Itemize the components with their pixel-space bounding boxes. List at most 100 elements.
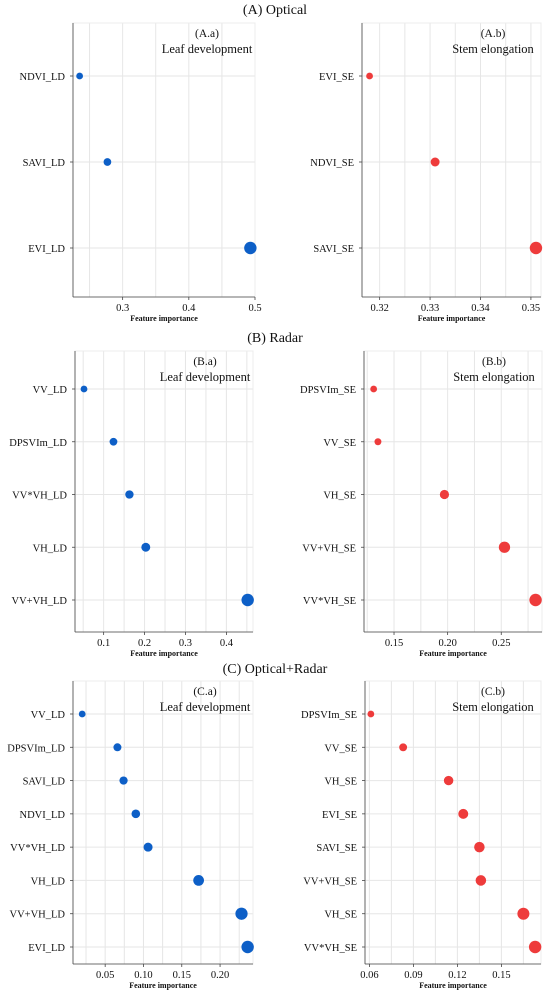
data-point xyxy=(370,385,378,393)
x-tick-label: 0.09 xyxy=(404,970,422,981)
x-tick-label: 0.33 xyxy=(421,303,439,314)
x-axis-label: Feature importance xyxy=(418,314,486,323)
y-tick-label: SAVI_LD xyxy=(23,777,66,788)
y-tick-label: EVI_LD xyxy=(28,943,65,954)
x-tick-label: 0.25 xyxy=(492,638,510,649)
y-tick-label: EVI_SE xyxy=(319,72,354,83)
data-point xyxy=(193,875,204,886)
data-point xyxy=(235,907,248,920)
section-title-optical: (A) Optical xyxy=(242,3,308,18)
y-tick-label: VV+VH_LD xyxy=(10,910,66,921)
x-axis-label: Feature importance xyxy=(419,981,487,990)
y-tick-label: VV*VH_LD xyxy=(10,843,65,854)
y-tick-label: NDVI_SE xyxy=(310,158,354,169)
data-point xyxy=(475,875,487,886)
data-point xyxy=(366,72,373,80)
x-tick-label: 0.05 xyxy=(96,970,114,981)
panel-tag: (C.a) xyxy=(193,686,216,698)
panel-tag: (B.b) xyxy=(482,356,506,368)
data-point xyxy=(430,157,440,167)
data-point xyxy=(498,541,511,553)
data-point xyxy=(529,241,543,255)
data-point xyxy=(143,842,153,852)
data-point xyxy=(399,743,408,752)
y-tick-label: SAVI_SE xyxy=(313,244,354,255)
x-tick-label: 0.2 xyxy=(138,638,151,649)
x-tick-label: 0.20 xyxy=(438,638,456,649)
x-tick-label: 0.32 xyxy=(370,303,388,314)
data-point xyxy=(241,593,254,607)
panel-title: Stem elongation xyxy=(452,700,534,714)
panel-tag: (C.b) xyxy=(481,686,505,698)
x-axis-label: Feature importance xyxy=(130,649,198,658)
x-tick-label: 0.35 xyxy=(522,303,540,314)
y-tick-label: SAVI_LD xyxy=(23,158,66,169)
panel-frame xyxy=(72,22,256,298)
panel-frame xyxy=(361,22,542,298)
panel-title: Stem elongation xyxy=(452,42,534,56)
y-tick-label: EVI_LD xyxy=(28,244,65,255)
y-tick-label: VH_SE xyxy=(323,491,356,502)
x-tick-label: 0.12 xyxy=(448,970,466,981)
y-tick-label: VH_SE xyxy=(324,777,357,788)
y-tick-label: VV*VH_SE xyxy=(303,596,356,607)
section-title-radar: (B) Radar xyxy=(247,331,303,346)
data-point xyxy=(125,490,134,499)
y-tick-label: NDVI_LD xyxy=(20,72,66,83)
data-point xyxy=(109,437,118,446)
y-tick-label: VH_LD xyxy=(33,543,68,554)
x-tick-label: 0.15 xyxy=(173,970,191,981)
data-point xyxy=(113,743,122,752)
x-tick-label: 0.10 xyxy=(134,970,152,981)
panel-title: Leaf development xyxy=(162,42,253,56)
y-tick-label: VV*VH_LD xyxy=(12,491,67,502)
y-tick-label: VH_SE xyxy=(324,910,357,921)
panel-tag: (B.a) xyxy=(193,356,216,368)
y-tick-label: VH_LD xyxy=(31,876,66,887)
y-tick-label: VV_SE xyxy=(324,743,357,754)
section-title-optical-radar: (C) Optical+Radar xyxy=(222,662,328,677)
data-point xyxy=(244,241,257,255)
y-tick-label: DPSVIm_LD xyxy=(7,743,65,754)
x-tick-label: 0.15 xyxy=(385,638,403,649)
y-tick-label: DPSVIm_SE xyxy=(300,385,356,396)
data-point xyxy=(78,710,86,718)
x-tick-label: 0.4 xyxy=(220,638,234,649)
y-tick-label: EVI_SE xyxy=(322,810,357,821)
data-point xyxy=(131,809,141,819)
data-point xyxy=(517,907,530,920)
y-tick-label: VV*VH_SE xyxy=(304,943,357,954)
data-point xyxy=(443,775,454,786)
panel-tag: (A.a) xyxy=(195,28,219,40)
x-tick-label: 0.1 xyxy=(97,638,110,649)
y-tick-label: SAVI_SE xyxy=(316,843,357,854)
x-tick-label: 0.34 xyxy=(471,303,490,314)
data-point xyxy=(103,158,112,166)
data-point xyxy=(528,940,542,954)
y-tick-label: VV_SE xyxy=(323,438,356,449)
x-tick-label: 0.06 xyxy=(360,970,378,981)
data-point xyxy=(439,489,450,500)
data-point xyxy=(458,808,469,819)
y-tick-label: NDVI_LD xyxy=(20,810,66,821)
y-tick-label: VV+VH_SE xyxy=(302,543,356,554)
data-point xyxy=(474,841,485,853)
data-point xyxy=(80,385,88,393)
panel-title: Leaf development xyxy=(160,370,251,384)
data-point xyxy=(367,710,375,718)
y-tick-label: DPSVIm_LD xyxy=(9,438,67,449)
x-axis-label: Feature importance xyxy=(129,981,197,990)
data-point xyxy=(141,542,151,552)
x-tick-label: 0.5 xyxy=(248,303,261,314)
x-axis-label: Feature importance xyxy=(419,649,487,658)
panel-title: Leaf development xyxy=(160,700,251,714)
x-tick-label: 0.3 xyxy=(116,303,129,314)
y-tick-label: VV_LD xyxy=(31,710,66,721)
x-tick-label: 0.4 xyxy=(182,303,196,314)
x-tick-label: 0.20 xyxy=(211,970,229,981)
x-axis-label: Feature importance xyxy=(130,314,198,323)
data-point xyxy=(241,940,254,954)
y-tick-label: VV_LD xyxy=(33,385,68,396)
panel-title: Stem elongation xyxy=(453,370,535,384)
